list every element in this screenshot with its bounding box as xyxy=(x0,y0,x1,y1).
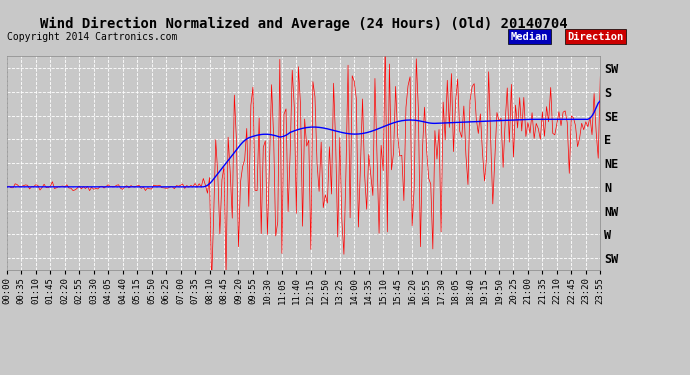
Text: Copyright 2014 Cartronics.com: Copyright 2014 Cartronics.com xyxy=(7,32,177,42)
Text: Direction: Direction xyxy=(567,32,624,42)
Text: Median: Median xyxy=(511,32,548,42)
Text: Wind Direction Normalized and Average (24 Hours) (Old) 20140704: Wind Direction Normalized and Average (2… xyxy=(40,17,567,31)
